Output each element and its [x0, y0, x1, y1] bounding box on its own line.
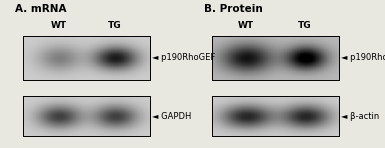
Text: A. mRNA: A. mRNA [15, 4, 67, 15]
Text: WT: WT [238, 21, 254, 30]
Text: ◄ p190RhoGEF: ◄ p190RhoGEF [341, 53, 385, 62]
Text: ◄ GAPDH: ◄ GAPDH [152, 112, 191, 121]
Text: WT: WT [50, 21, 67, 30]
Text: B. Protein: B. Protein [204, 4, 263, 15]
Text: TG: TG [108, 21, 121, 30]
Text: TG: TG [298, 21, 311, 30]
Text: ◄ p190RhoGEF: ◄ p190RhoGEF [152, 53, 215, 62]
Text: ◄ β-actin: ◄ β-actin [341, 112, 379, 121]
